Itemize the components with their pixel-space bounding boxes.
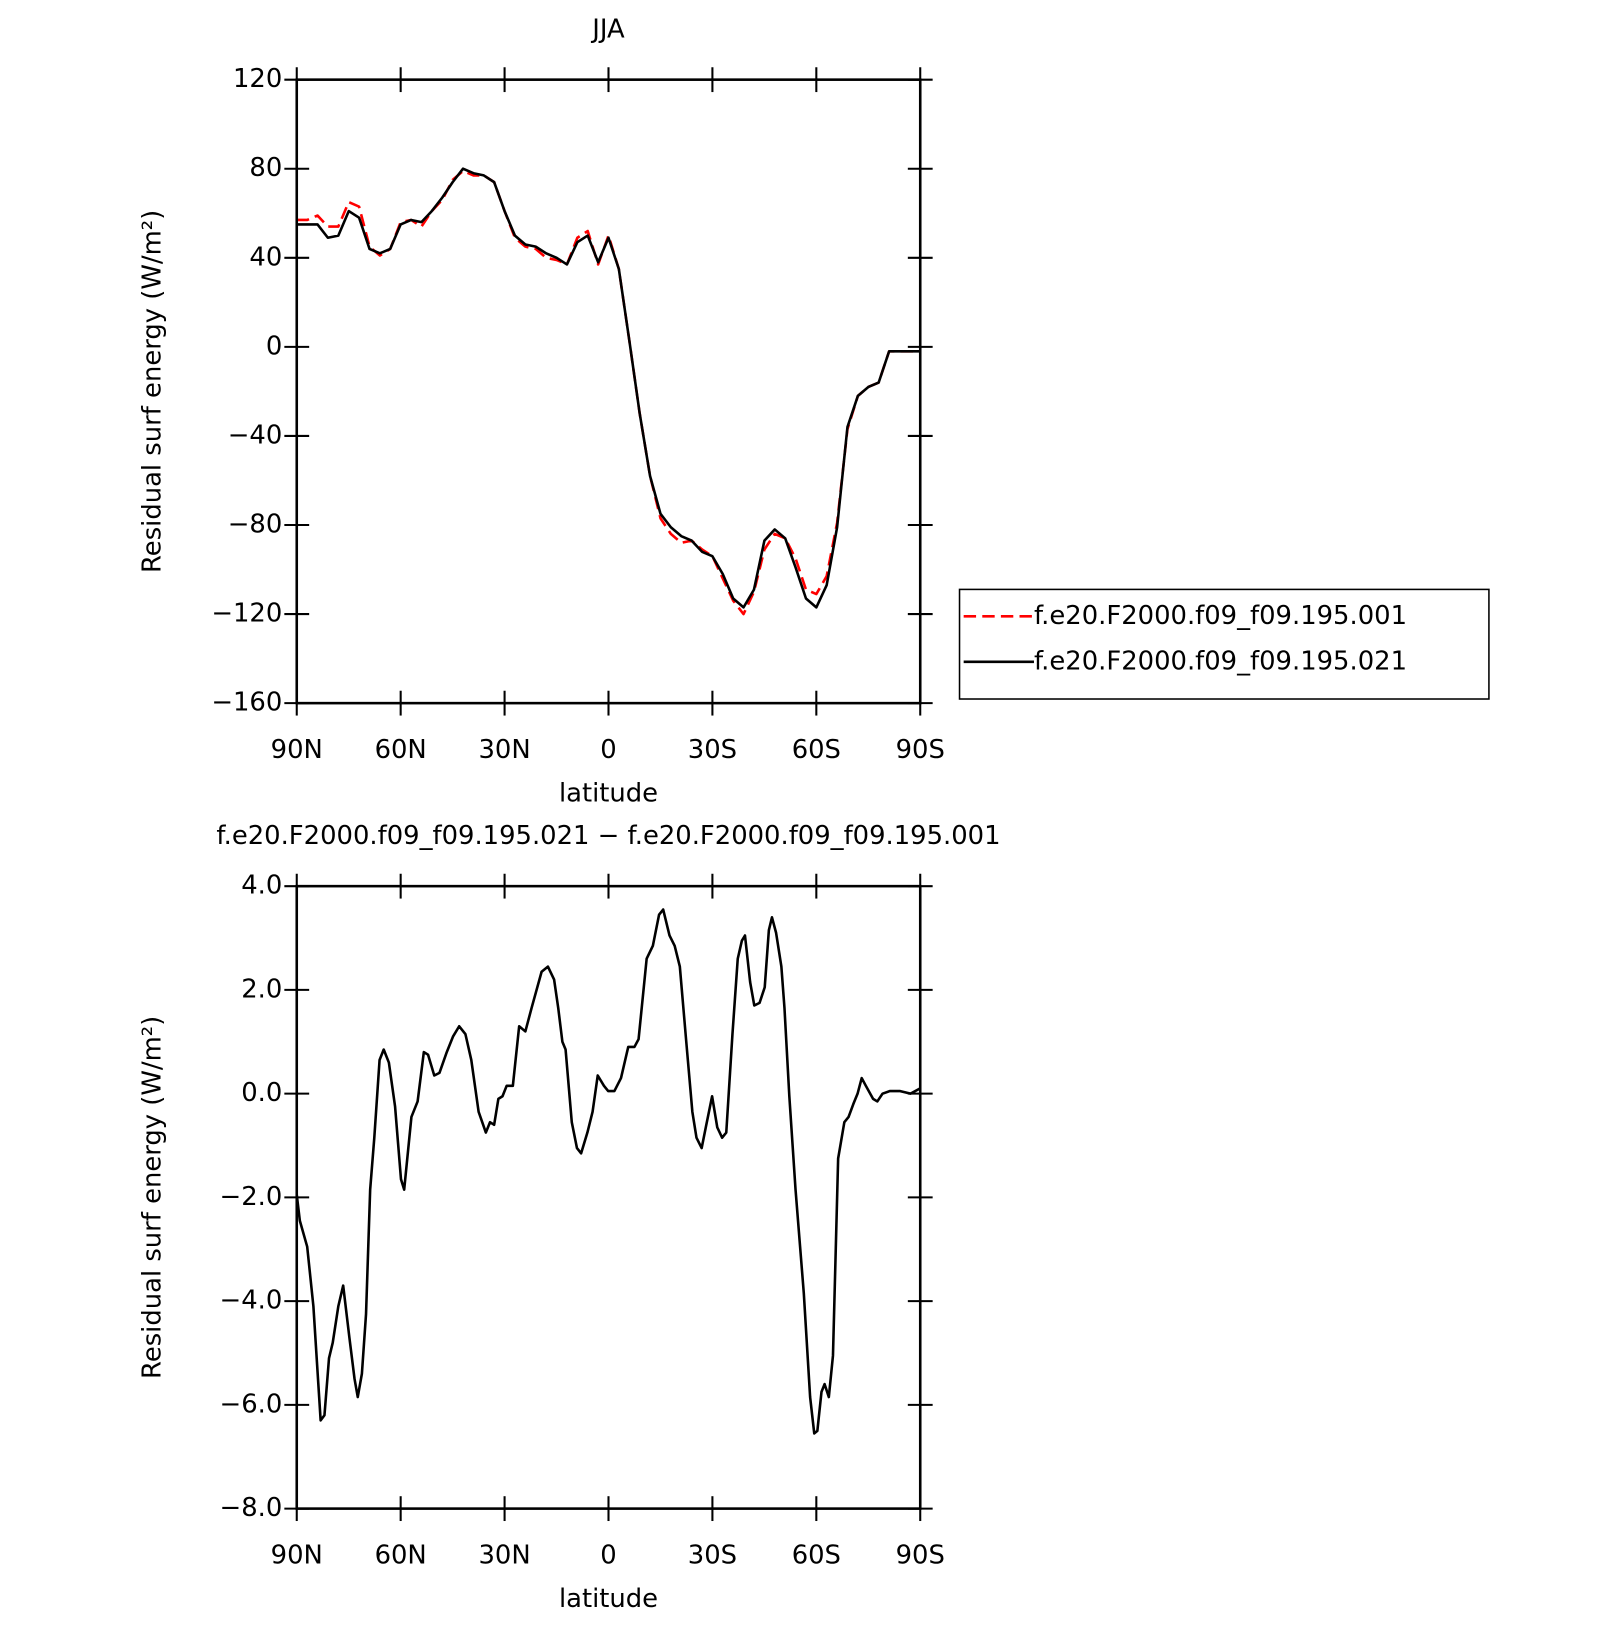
y-tick-label: −160 bbox=[211, 688, 282, 718]
y-tick-label: −2.0 bbox=[220, 1182, 283, 1212]
x-tick-label: 90S bbox=[896, 735, 945, 765]
y-tick-label: 120 bbox=[233, 64, 282, 94]
x-tick-label: 90S bbox=[896, 1541, 945, 1571]
y-tick-label: −80 bbox=[228, 510, 283, 540]
y-tick-label: −6.0 bbox=[220, 1389, 283, 1419]
legend-label: f.e20.F2000.f09_f09.195.021 bbox=[1034, 646, 1407, 676]
line-series bbox=[295, 908, 921, 1435]
y-tick-label: 40 bbox=[249, 242, 282, 272]
y-tick-label: 0 bbox=[266, 331, 282, 361]
line-series bbox=[296, 167, 921, 609]
x-tick-label: 30N bbox=[478, 735, 530, 765]
y-tick-label: 4.0 bbox=[241, 871, 282, 901]
x-tick-label: 90N bbox=[271, 735, 323, 765]
x-tick-label: 30S bbox=[688, 735, 737, 765]
x-tick-label: 90N bbox=[271, 1541, 323, 1571]
x-axis-label: latitude bbox=[559, 779, 658, 809]
legend-label: f.e20.F2000.f09_f09.195.001 bbox=[1034, 601, 1407, 631]
y-tick-label: −4.0 bbox=[220, 1286, 283, 1316]
line-series bbox=[296, 169, 921, 616]
x-tick-label: 60S bbox=[792, 1541, 841, 1571]
plot-frame bbox=[295, 884, 922, 1510]
y-tick-label: −8.0 bbox=[220, 1493, 283, 1523]
panel: f.e20.F2000.f09_f09.195.021 − f.e20.F200… bbox=[138, 821, 1001, 1614]
legend: f.e20.F2000.f09_f09.195.001 f.e20.F2000.f… bbox=[958, 588, 1490, 700]
y-tick-label: 0.0 bbox=[241, 1078, 282, 1108]
x-tick-label: 30N bbox=[478, 1541, 530, 1571]
x-tick-label: 60N bbox=[375, 735, 427, 765]
x-tick-label: 30S bbox=[688, 1541, 737, 1571]
y-axis-label: Residual surf energy (W/m²) bbox=[138, 210, 168, 573]
x-tick-label: 60N bbox=[375, 1541, 427, 1571]
y-tick-label: −40 bbox=[228, 420, 283, 450]
chart-title: JJA bbox=[590, 15, 625, 45]
chart-title: f.e20.F2000.f09_f09.195.021 − f.e20.F200… bbox=[216, 821, 1000, 851]
x-axis-label: latitude bbox=[559, 1584, 658, 1614]
x-tick-label: 60S bbox=[792, 735, 841, 765]
y-tick-label: 2.0 bbox=[241, 974, 282, 1004]
legend-box bbox=[958, 588, 1490, 700]
y-tick-label: 80 bbox=[249, 153, 282, 183]
x-tick-label: 0 bbox=[600, 1541, 616, 1571]
panel: JJA latitude Residual surf energy (W/m²) −1… bbox=[138, 15, 1490, 809]
y-tick-label: −120 bbox=[211, 599, 282, 629]
y-axis-label: Residual surf energy (W/m²) bbox=[138, 1016, 168, 1379]
x-tick-label: 0 bbox=[600, 735, 616, 765]
plot-frame bbox=[295, 78, 922, 705]
